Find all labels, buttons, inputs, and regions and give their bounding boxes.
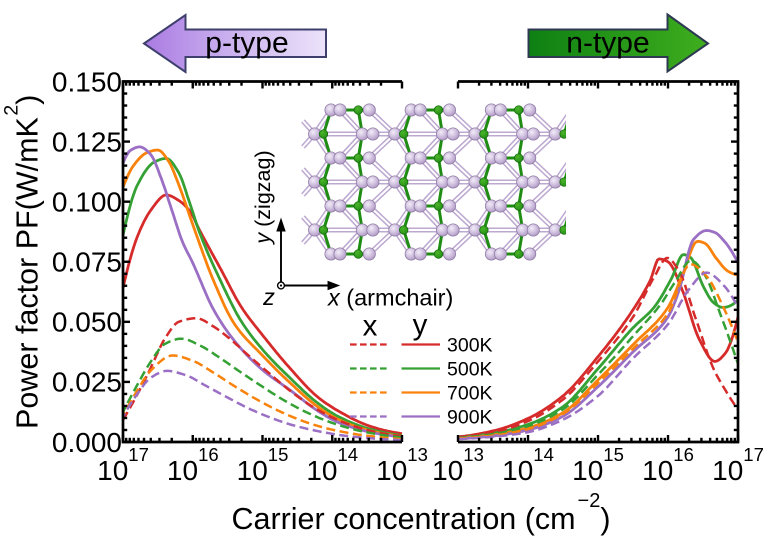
svg-text:1015: 1015 (572, 444, 624, 486)
svg-text:y (zigzag): y (zigzag) (251, 150, 275, 245)
svg-text:1014: 1014 (306, 444, 358, 486)
svg-text:x (armchair): x (armchair) (327, 285, 453, 311)
svg-text:p-type: p-type (205, 27, 288, 60)
svg-text:1016: 1016 (642, 444, 694, 486)
svg-text:700K: 700K (447, 383, 493, 405)
svg-text:1016: 1016 (167, 444, 219, 486)
svg-text:1014: 1014 (502, 444, 554, 486)
svg-text:0.050: 0.050 (52, 307, 122, 338)
svg-text:500K: 500K (447, 359, 493, 381)
svg-text:1015: 1015 (237, 444, 289, 486)
svg-text:n-type: n-type (566, 27, 649, 60)
svg-text:1013: 1013 (432, 444, 484, 486)
svg-text:0.000: 0.000 (52, 427, 122, 458)
svg-text:Carrier concentration (cm−2): Carrier concentration (cm−2) (231, 490, 610, 536)
svg-text:0.075: 0.075 (52, 247, 122, 278)
svg-text:Power factor PF(W/mK2): Power factor PF(W/mK2) (1, 95, 45, 429)
svg-text:0.125: 0.125 (52, 126, 122, 157)
svg-text:1017: 1017 (97, 444, 149, 486)
svg-text:0.025: 0.025 (52, 367, 122, 398)
svg-text:1013: 1013 (376, 444, 428, 486)
svg-text:z: z (262, 284, 275, 310)
svg-text:0.150: 0.150 (52, 66, 122, 97)
svg-text:0.100: 0.100 (52, 187, 122, 218)
svg-text:1017: 1017 (712, 444, 764, 486)
svg-text:900K: 900K (447, 407, 493, 429)
svg-text:300K: 300K (447, 335, 493, 357)
svg-text:y: y (413, 309, 428, 342)
svg-text:x: x (363, 310, 378, 343)
